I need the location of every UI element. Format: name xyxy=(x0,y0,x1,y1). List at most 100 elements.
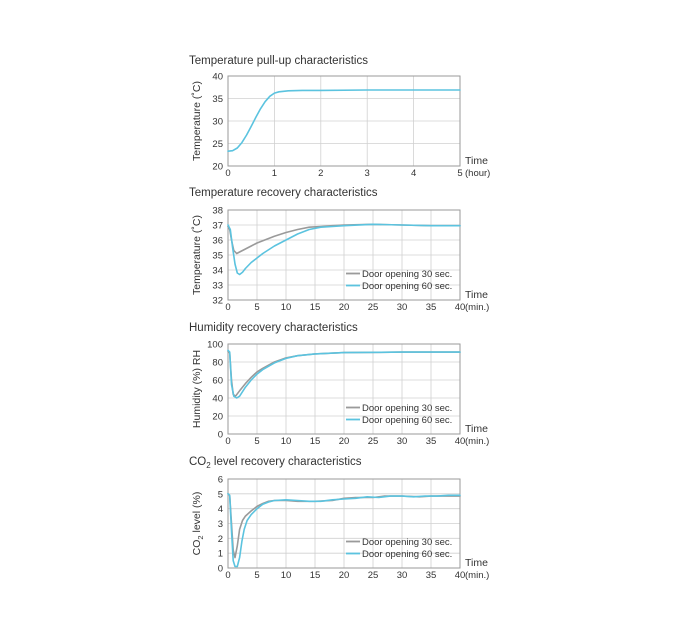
y-axis-label-subscript: 2 xyxy=(196,535,205,539)
y-tick-label: 35 xyxy=(212,251,223,262)
y-tick-label: 1 xyxy=(218,549,223,560)
legend-label-1: Door opening 30 sec. xyxy=(362,537,452,548)
x-tick-label: 20 xyxy=(339,302,350,313)
y-tick-label: 30 xyxy=(212,117,223,128)
x-tick-label: 25 xyxy=(368,436,379,447)
x-axis-unit: (min.) xyxy=(465,570,489,581)
x-axis-title: Time xyxy=(465,423,488,435)
x-tick-label: 15 xyxy=(310,302,321,313)
x-tick-label: 20 xyxy=(339,570,350,581)
y-axis-label: Humidity (%) RH xyxy=(191,350,203,428)
x-tick-label: 35 xyxy=(426,570,437,581)
series-line-1 xyxy=(227,89,461,152)
x-tick-label: 40 xyxy=(455,570,466,581)
chart-title: Temperature recovery characteristics xyxy=(189,187,378,199)
y-axis-label: Temperature (˚C) xyxy=(191,215,203,295)
plot-frame xyxy=(227,75,461,167)
y-tick-label: 2 xyxy=(218,534,223,545)
y-axis-label: Temperature (˚C) xyxy=(191,81,203,161)
y-tick-label: 80 xyxy=(212,358,223,369)
x-tick-label: 5 xyxy=(457,168,462,179)
x-tick-label: 1 xyxy=(272,168,277,179)
x-tick-label: 2 xyxy=(318,168,323,179)
x-tick-label: 25 xyxy=(368,302,379,313)
y-axis-label: CO2 level (%) xyxy=(191,492,205,556)
y-tick-label: 4 xyxy=(218,504,223,515)
chart-title-prefix: CO xyxy=(189,456,206,468)
y-tick-label: 25 xyxy=(212,139,223,150)
x-axis-title: Time xyxy=(465,155,488,167)
x-tick-label: 20 xyxy=(339,436,350,447)
x-tick-label: 40 xyxy=(455,302,466,313)
x-tick-label: 0 xyxy=(225,570,230,581)
y-tick-label: 20 xyxy=(212,162,223,173)
x-tick-label: 0 xyxy=(225,168,230,179)
plot-frame xyxy=(227,478,461,569)
y-tick-label: 0 xyxy=(218,430,223,441)
y-tick-label: 0 xyxy=(218,564,223,575)
x-axis-title: Time xyxy=(465,557,488,569)
x-tick-label: 5 xyxy=(254,302,259,313)
chart-panel-2: Temperature recovery characteristics 0 5 10… xyxy=(189,187,489,313)
chart-title-suffix: level recovery characteristics xyxy=(211,456,362,468)
chart-title-subscript: 2 xyxy=(206,461,211,470)
series-line-2 xyxy=(227,223,461,276)
y-axis-label-suffix: level (%) xyxy=(191,492,203,536)
x-axis-title: Time xyxy=(465,289,488,301)
chart-legend: Door opening 30 sec.Door opening 60 sec. xyxy=(346,269,452,292)
chart-title: Temperature pull-up characteristics xyxy=(189,55,368,67)
x-tick-label: 15 xyxy=(310,570,321,581)
x-tick-label: 35 xyxy=(426,302,437,313)
x-tick-label: 10 xyxy=(281,302,292,313)
x-tick-label: 10 xyxy=(281,436,292,447)
x-tick-label: 30 xyxy=(397,302,408,313)
y-tick-label: 38 xyxy=(212,206,223,217)
x-tick-label: 40 xyxy=(455,436,466,447)
series-line-2 xyxy=(227,349,461,399)
x-axis-unit: (min.) xyxy=(465,302,489,313)
x-tick-label: 0 xyxy=(225,302,230,313)
x-tick-label: 0 xyxy=(225,436,230,447)
y-tick-label: 36 xyxy=(212,236,223,247)
y-axis-label-prefix: CO xyxy=(191,540,203,556)
x-tick-label: 5 xyxy=(254,436,259,447)
y-tick-label: 32 xyxy=(212,296,223,307)
y-tick-label: 5 xyxy=(218,489,223,500)
x-tick-label: 30 xyxy=(397,570,408,581)
chart-legend: Door opening 30 sec.Door opening 60 sec. xyxy=(346,403,452,426)
legend-label-2: Door opening 60 sec. xyxy=(362,549,452,560)
plot-frame xyxy=(227,343,461,435)
chart-panel-3: Humidity recovery characteristics 0 5 10 15 2… xyxy=(189,322,489,447)
y-tick-label: 35 xyxy=(212,94,223,105)
x-tick-label: 15 xyxy=(310,436,321,447)
legend-label-1: Door opening 30 sec. xyxy=(362,403,452,414)
y-tick-label: 100 xyxy=(207,340,223,351)
x-tick-label: 10 xyxy=(281,570,292,581)
legend-label-1: Door opening 30 sec. xyxy=(362,269,452,280)
y-tick-label: 37 xyxy=(212,221,223,232)
chart-title: CO2 level recovery characteristics xyxy=(189,456,362,470)
chart-panel-1: Temperature pull-up characteristics 0 1 2 3 4… xyxy=(189,55,490,179)
legend-label-2: Door opening 60 sec. xyxy=(362,415,452,426)
x-axis-unit: (hour) xyxy=(465,168,490,179)
series-line-2 xyxy=(227,493,461,568)
plot-frame xyxy=(227,209,461,301)
y-tick-label: 33 xyxy=(212,281,223,292)
legend-label-2: Door opening 60 sec. xyxy=(362,281,452,292)
y-tick-label: 60 xyxy=(212,376,223,387)
y-tick-label: 20 xyxy=(212,412,223,423)
y-tick-label: 40 xyxy=(212,72,223,83)
x-tick-label: 30 xyxy=(397,436,408,447)
y-tick-label: 3 xyxy=(218,519,223,530)
x-tick-label: 3 xyxy=(365,168,370,179)
y-tick-label: 6 xyxy=(218,475,223,486)
x-tick-label: 5 xyxy=(254,570,259,581)
chart-title: Humidity recovery characteristics xyxy=(189,322,358,334)
chart-legend: Door opening 30 sec.Door opening 60 sec. xyxy=(346,537,452,560)
x-axis-unit: (min.) xyxy=(465,436,489,447)
y-tick-label: 40 xyxy=(212,394,223,405)
x-tick-label: 35 xyxy=(426,436,437,447)
y-tick-label: 34 xyxy=(212,266,223,277)
